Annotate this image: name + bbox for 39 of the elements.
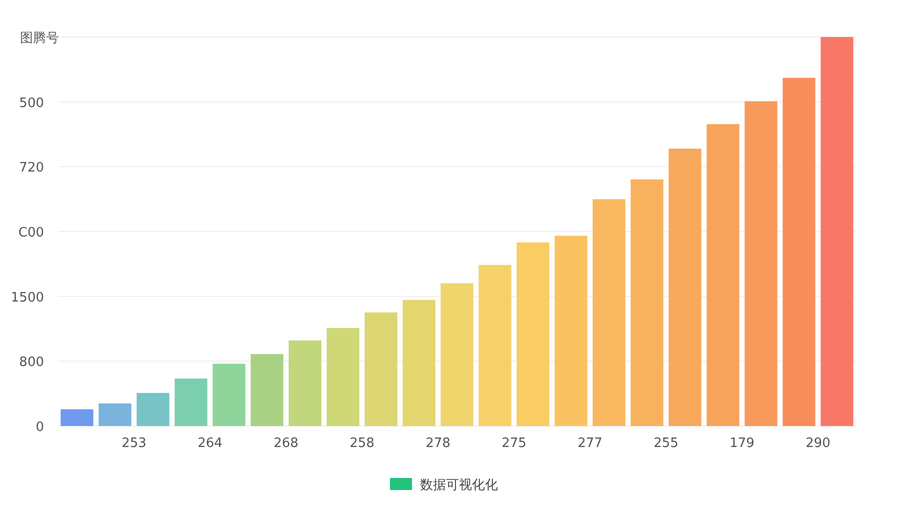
bar [592,199,626,426]
y-axis-title: 图腾号 [20,31,59,46]
x-tick-label: 290 [806,436,830,451]
bar [60,409,94,426]
bar [706,124,740,426]
x-tick-label: 253 [122,436,146,451]
bar [136,392,170,426]
text: 500 [19,96,44,111]
x-tick-label: 278 [426,436,450,451]
x-tick-label: 268 [274,436,298,451]
x-tick-label: 179 [730,436,754,451]
bar [402,300,436,426]
x-tick-label: 264 [198,436,222,451]
bar [820,37,854,426]
x-tick-label: 255 [654,436,678,451]
bar [668,148,702,426]
bar [744,101,778,426]
bar [288,340,322,426]
x-tick-label: 275 [502,436,526,451]
bar [630,179,664,426]
text: 0 [36,420,44,435]
text: 1500 [10,290,44,306]
bar [174,378,208,426]
text: 800 [19,355,44,370]
text: C00 [18,226,44,240]
bar [782,78,816,426]
bar [516,242,550,426]
bar [250,354,284,426]
x-tick-label: 258 [350,436,374,451]
bar [554,236,588,426]
x-tick-label: 277 [578,436,602,451]
bar [326,328,360,426]
text: 720 [19,160,44,176]
bar [440,283,474,426]
bar [98,403,132,426]
bar [212,364,246,426]
legend: 数据可视化化 [390,478,498,493]
bar [364,312,398,426]
bar [478,264,512,426]
